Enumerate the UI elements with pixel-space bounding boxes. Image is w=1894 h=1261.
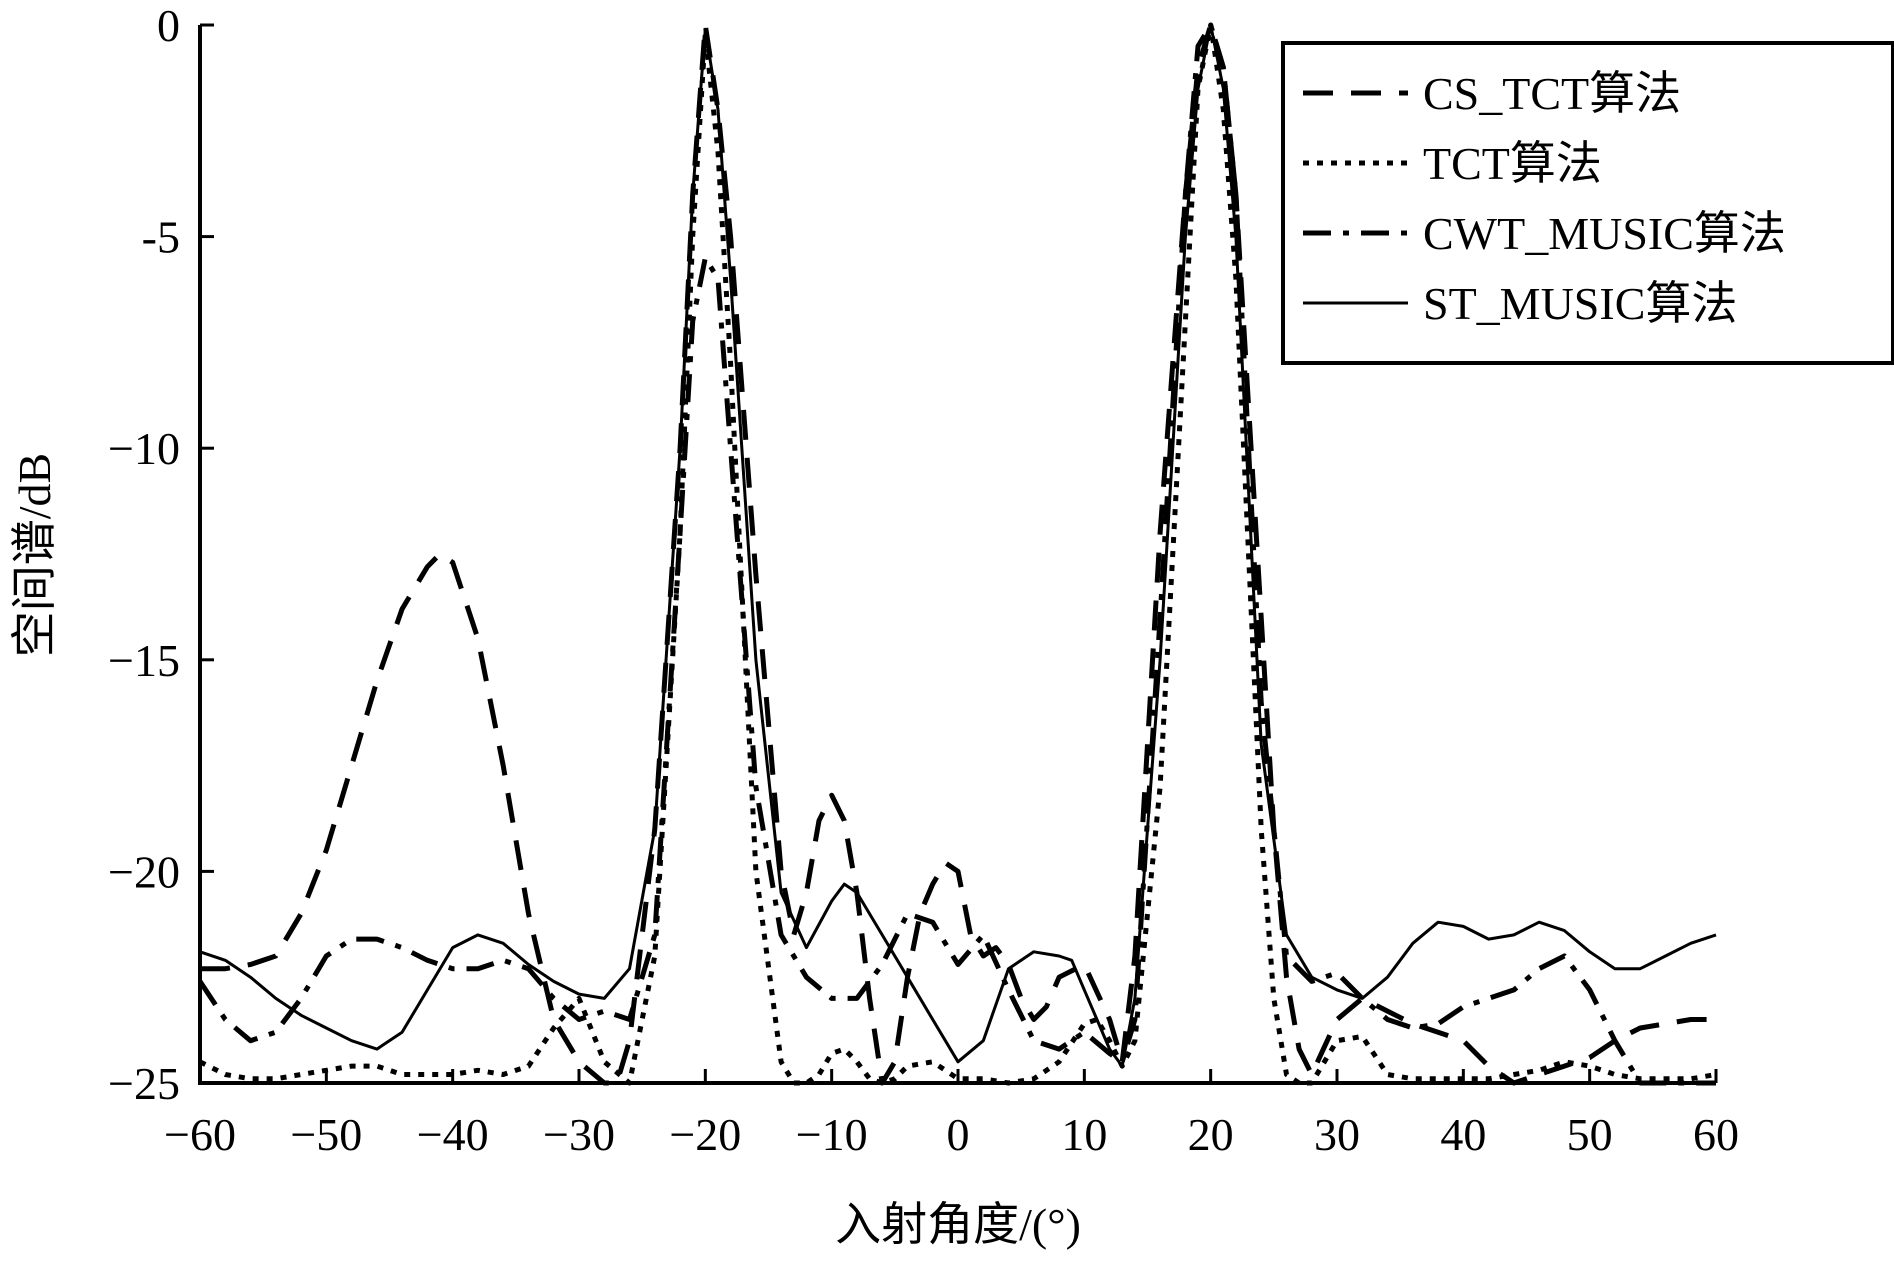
legend-label-1: CS_TCT算法 [1423, 68, 1681, 119]
ticks-layer: −60 −50 −40 −30 −20 −10 0 10 20 30 40 50 60 0 -5 −10 −15… [108, 0, 1739, 1160]
x-tick-label: 60 [1693, 1109, 1739, 1160]
legend-box [1281, 41, 1894, 365]
x-tick-label: −40 [417, 1109, 489, 1160]
x-tick-label: 40 [1440, 1109, 1486, 1160]
x-tick-label: 0 [947, 1109, 970, 1160]
y-tick-label: −25 [108, 1058, 180, 1109]
x-tick-label: −30 [543, 1109, 615, 1160]
x-tick-label: −60 [164, 1109, 236, 1160]
y-tick-label: 0 [157, 0, 180, 51]
y-axis-title: 空间谱/dB [9, 453, 60, 657]
series-layer [197, 22, 1717, 1086]
x-tick-label: 30 [1314, 1109, 1360, 1160]
x-tick-label: 20 [1188, 1109, 1234, 1160]
series-line-3 [197, 22, 1716, 1086]
series-line-1 [200, 22, 1716, 1086]
x-tick-label: 10 [1061, 1109, 1107, 1160]
series-line-4 [199, 23, 1717, 1068]
legend-label-2: TCT算法 [1423, 138, 1602, 189]
x-axis-title: 入射角度/(°) [835, 1199, 1081, 1250]
x-tick-label: −20 [669, 1109, 741, 1160]
legend-label-4: ST_MUSIC算法 [1423, 278, 1737, 329]
x-tick-label: −50 [290, 1109, 362, 1160]
y-tick-label: -5 [142, 212, 180, 263]
legend-label-3: CWT_MUSIC算法 [1423, 208, 1786, 259]
x-tick-label: −10 [796, 1109, 868, 1160]
y-tick-label: −20 [108, 846, 180, 897]
y-tick-label: −10 [108, 423, 180, 474]
legend: CS_TCT算法 TCT算法 CWT_MUSIC算法 ST_MUSIC算法 [1281, 41, 1894, 365]
y-tick-label: −15 [108, 635, 180, 686]
x-tick-label: 50 [1567, 1109, 1613, 1160]
